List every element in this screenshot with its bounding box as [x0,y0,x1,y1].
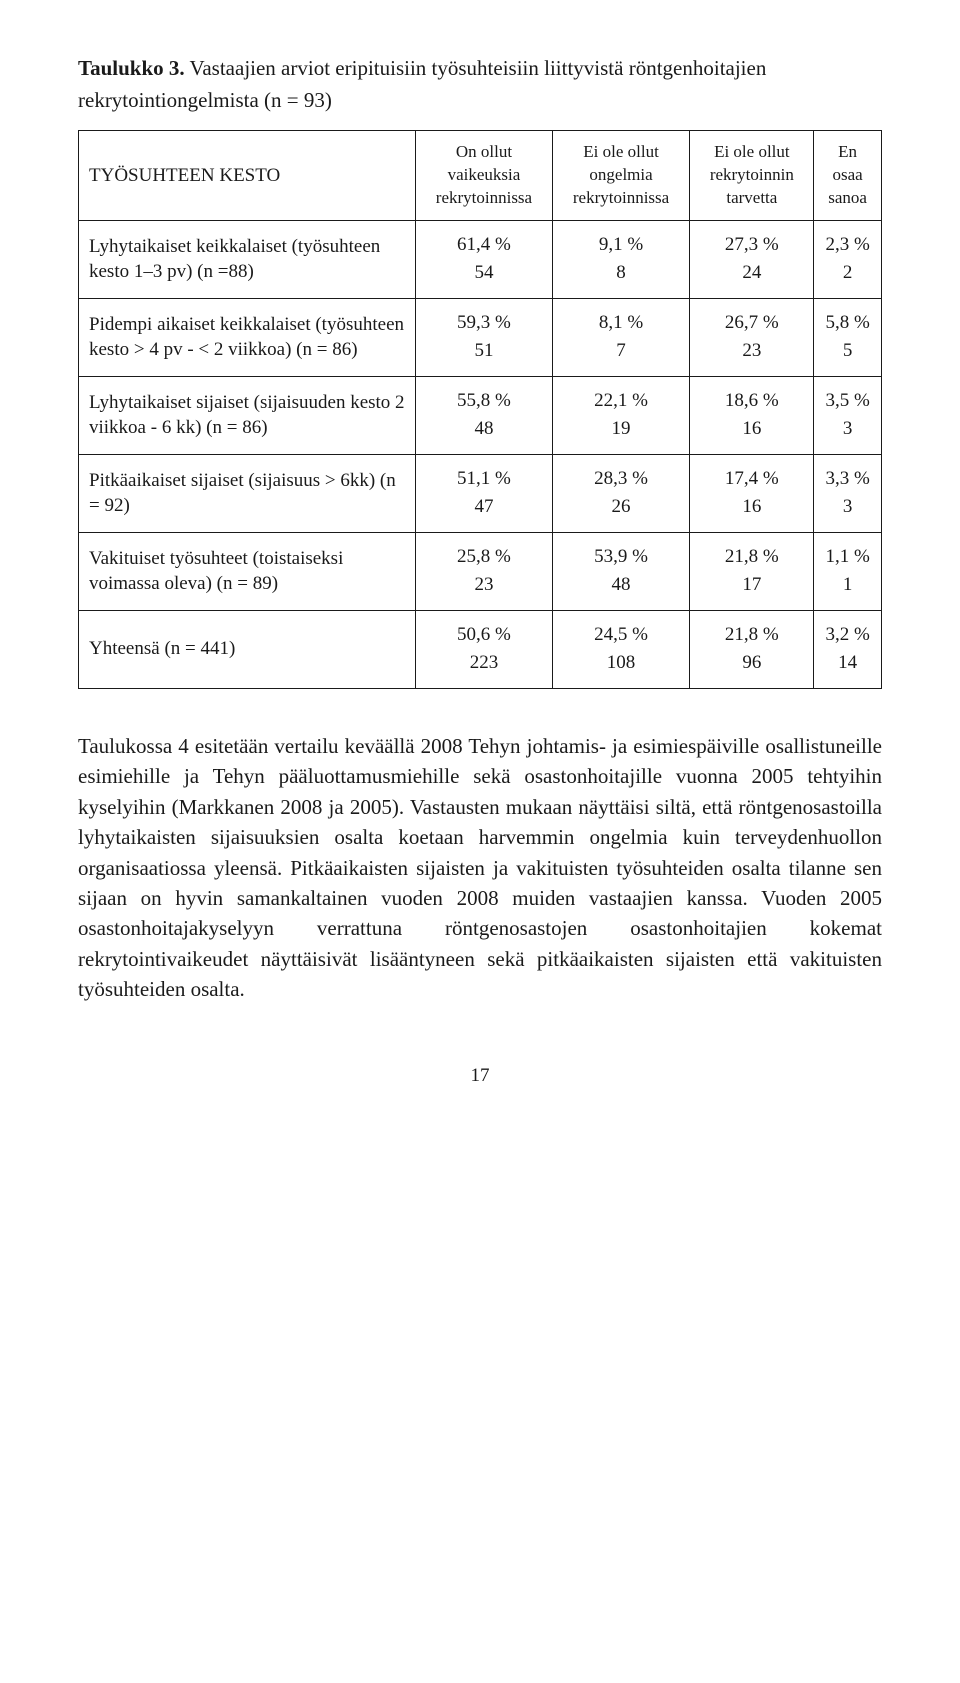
cell-percent: 5,8 % [824,309,871,338]
col-header-4: En osaa sanoa [814,131,882,221]
cell-count: 48 [563,571,680,600]
cell-value: 1,1 %1 [814,532,882,610]
cell-count: 24 [700,259,803,288]
cell-percent: 27,3 % [700,231,803,260]
cell-count: 2 [824,259,871,288]
cell-count: 48 [426,415,541,444]
cell-count: 47 [426,493,541,522]
cell-count: 3 [824,415,871,444]
cell-count: 17 [700,571,803,600]
cell-percent: 51,1 % [426,465,541,494]
row-label: Lyhytaikaiset sijaiset (sijaisuuden kest… [79,376,416,454]
cell-percent: 3,2 % [824,621,871,650]
cell-value: 21,8 %96 [690,610,814,688]
cell-count: 19 [563,415,680,444]
row-label: Pitkäaikaiset sijaiset (sijaisuus > 6kk)… [79,454,416,532]
cell-value: 21,8 %17 [690,532,814,610]
cell-value: 61,4 %54 [416,220,552,298]
cell-count: 16 [700,415,803,444]
cell-percent: 3,5 % [824,387,871,416]
cell-value: 3,2 %14 [814,610,882,688]
cell-value: 55,8 %48 [416,376,552,454]
cell-count: 54 [426,259,541,288]
cell-count: 16 [700,493,803,522]
col-header-0: TYÖSUHTEEN KESTO [79,131,416,221]
cell-percent: 8,1 % [563,309,680,338]
cell-value: 18,6 %16 [690,376,814,454]
cell-percent: 1,1 % [824,543,871,572]
col-header-2: Ei ole ollut ongelmia rekrytoinnissa [552,131,690,221]
cell-percent: 28,3 % [563,465,680,494]
cell-value: 9,1 %8 [552,220,690,298]
cell-value: 3,3 %3 [814,454,882,532]
cell-count: 23 [426,571,541,600]
table-row: Pidempi aikaiset keikkalaiset (työsuhtee… [79,298,882,376]
cell-count: 51 [426,337,541,366]
table-header-row: TYÖSUHTEEN KESTO On ollut vaikeuksia rek… [79,131,882,221]
table-row: Pitkäaikaiset sijaiset (sijaisuus > 6kk)… [79,454,882,532]
table-body: Lyhytaikaiset keikkalaiset (työsuhteen k… [79,220,882,688]
row-label: Yhteensä (n = 441) [79,610,416,688]
cell-percent: 50,6 % [426,621,541,650]
cell-percent: 55,8 % [426,387,541,416]
cell-percent: 59,3 % [426,309,541,338]
row-label: Vakituiset työsuhteet (toistaiseksi voim… [79,532,416,610]
cell-value: 22,1 %19 [552,376,690,454]
cell-percent: 61,4 % [426,231,541,260]
cell-percent: 21,8 % [700,621,803,650]
cell-percent: 53,9 % [563,543,680,572]
cell-count: 1 [824,571,871,600]
cell-count: 96 [700,649,803,678]
cell-value: 59,3 %51 [416,298,552,376]
cell-percent: 26,7 % [700,309,803,338]
cell-count: 108 [563,649,680,678]
cell-percent: 22,1 % [563,387,680,416]
cell-percent: 25,8 % [426,543,541,572]
cell-value: 3,5 %3 [814,376,882,454]
table-caption-label: Taulukko 3. [78,56,185,80]
row-label: Pidempi aikaiset keikkalaiset (työsuhtee… [79,298,416,376]
cell-value: 17,4 %16 [690,454,814,532]
cell-value: 8,1 %7 [552,298,690,376]
cell-value: 50,6 %223 [416,610,552,688]
page-number: 17 [78,1065,882,1087]
table-caption: Taulukko 3. Vastaajien arviot eripituisi… [78,53,882,116]
cell-value: 27,3 %24 [690,220,814,298]
cell-percent: 24,5 % [563,621,680,650]
table-row: Vakituiset työsuhteet (toistaiseksi voim… [79,532,882,610]
col-header-1: On ollut vaikeuksia rekrytoinnissa [416,131,552,221]
cell-value: 2,3 %2 [814,220,882,298]
cell-percent: 3,3 % [824,465,871,494]
data-table: TYÖSUHTEEN KESTO On ollut vaikeuksia rek… [78,130,882,689]
cell-count: 23 [700,337,803,366]
cell-percent: 9,1 % [563,231,680,260]
cell-value: 51,1 %47 [416,454,552,532]
cell-count: 14 [824,649,871,678]
col-header-3: Ei ole ollut rekrytoinnin tarvetta [690,131,814,221]
cell-count: 8 [563,259,680,288]
table-row: Yhteensä (n = 441)50,6 %22324,5 %10821,8… [79,610,882,688]
cell-value: 28,3 %26 [552,454,690,532]
table-row: Lyhytaikaiset keikkalaiset (työsuhteen k… [79,220,882,298]
cell-count: 7 [563,337,680,366]
cell-value: 26,7 %23 [690,298,814,376]
row-label: Lyhytaikaiset keikkalaiset (työsuhteen k… [79,220,416,298]
cell-value: 53,9 %48 [552,532,690,610]
cell-percent: 18,6 % [700,387,803,416]
cell-percent: 2,3 % [824,231,871,260]
cell-value: 24,5 %108 [552,610,690,688]
cell-percent: 17,4 % [700,465,803,494]
document-page: Taulukko 3. Vastaajien arviot eripituisi… [0,0,960,1147]
cell-count: 223 [426,649,541,678]
table-row: Lyhytaikaiset sijaiset (sijaisuuden kest… [79,376,882,454]
cell-percent: 21,8 % [700,543,803,572]
cell-count: 3 [824,493,871,522]
cell-count: 26 [563,493,680,522]
cell-count: 5 [824,337,871,366]
body-paragraph: Taulukossa 4 esitetään vertailu keväällä… [78,731,882,1005]
cell-value: 25,8 %23 [416,532,552,610]
cell-value: 5,8 %5 [814,298,882,376]
